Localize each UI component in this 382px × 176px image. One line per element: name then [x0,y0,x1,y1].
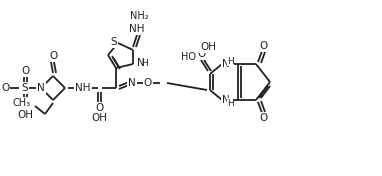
Text: NH: NH [75,83,91,93]
Text: O: O [49,51,57,61]
Text: H: H [227,56,234,65]
Text: O: O [21,66,29,76]
Text: O: O [1,83,9,93]
Text: NH: NH [129,24,145,34]
Text: H: H [227,99,234,108]
Text: N: N [222,95,230,105]
Text: OH: OH [17,110,33,120]
Text: S: S [22,83,28,93]
Text: O: O [259,41,267,51]
Text: HO: HO [181,52,196,62]
Text: O: O [95,103,103,113]
Text: OH: OH [91,113,107,123]
Text: S: S [111,37,117,47]
Text: N: N [37,83,45,93]
Text: O: O [198,49,206,59]
Text: CH₃: CH₃ [13,98,31,108]
Text: O: O [144,78,152,88]
Text: N: N [222,59,230,69]
Text: OH: OH [200,42,216,52]
Text: N: N [137,58,145,68]
Text: H: H [141,58,148,68]
Text: N: N [128,78,136,88]
Text: O: O [259,113,267,123]
Text: O: O [21,100,29,110]
Text: NH₂: NH₂ [129,11,148,21]
